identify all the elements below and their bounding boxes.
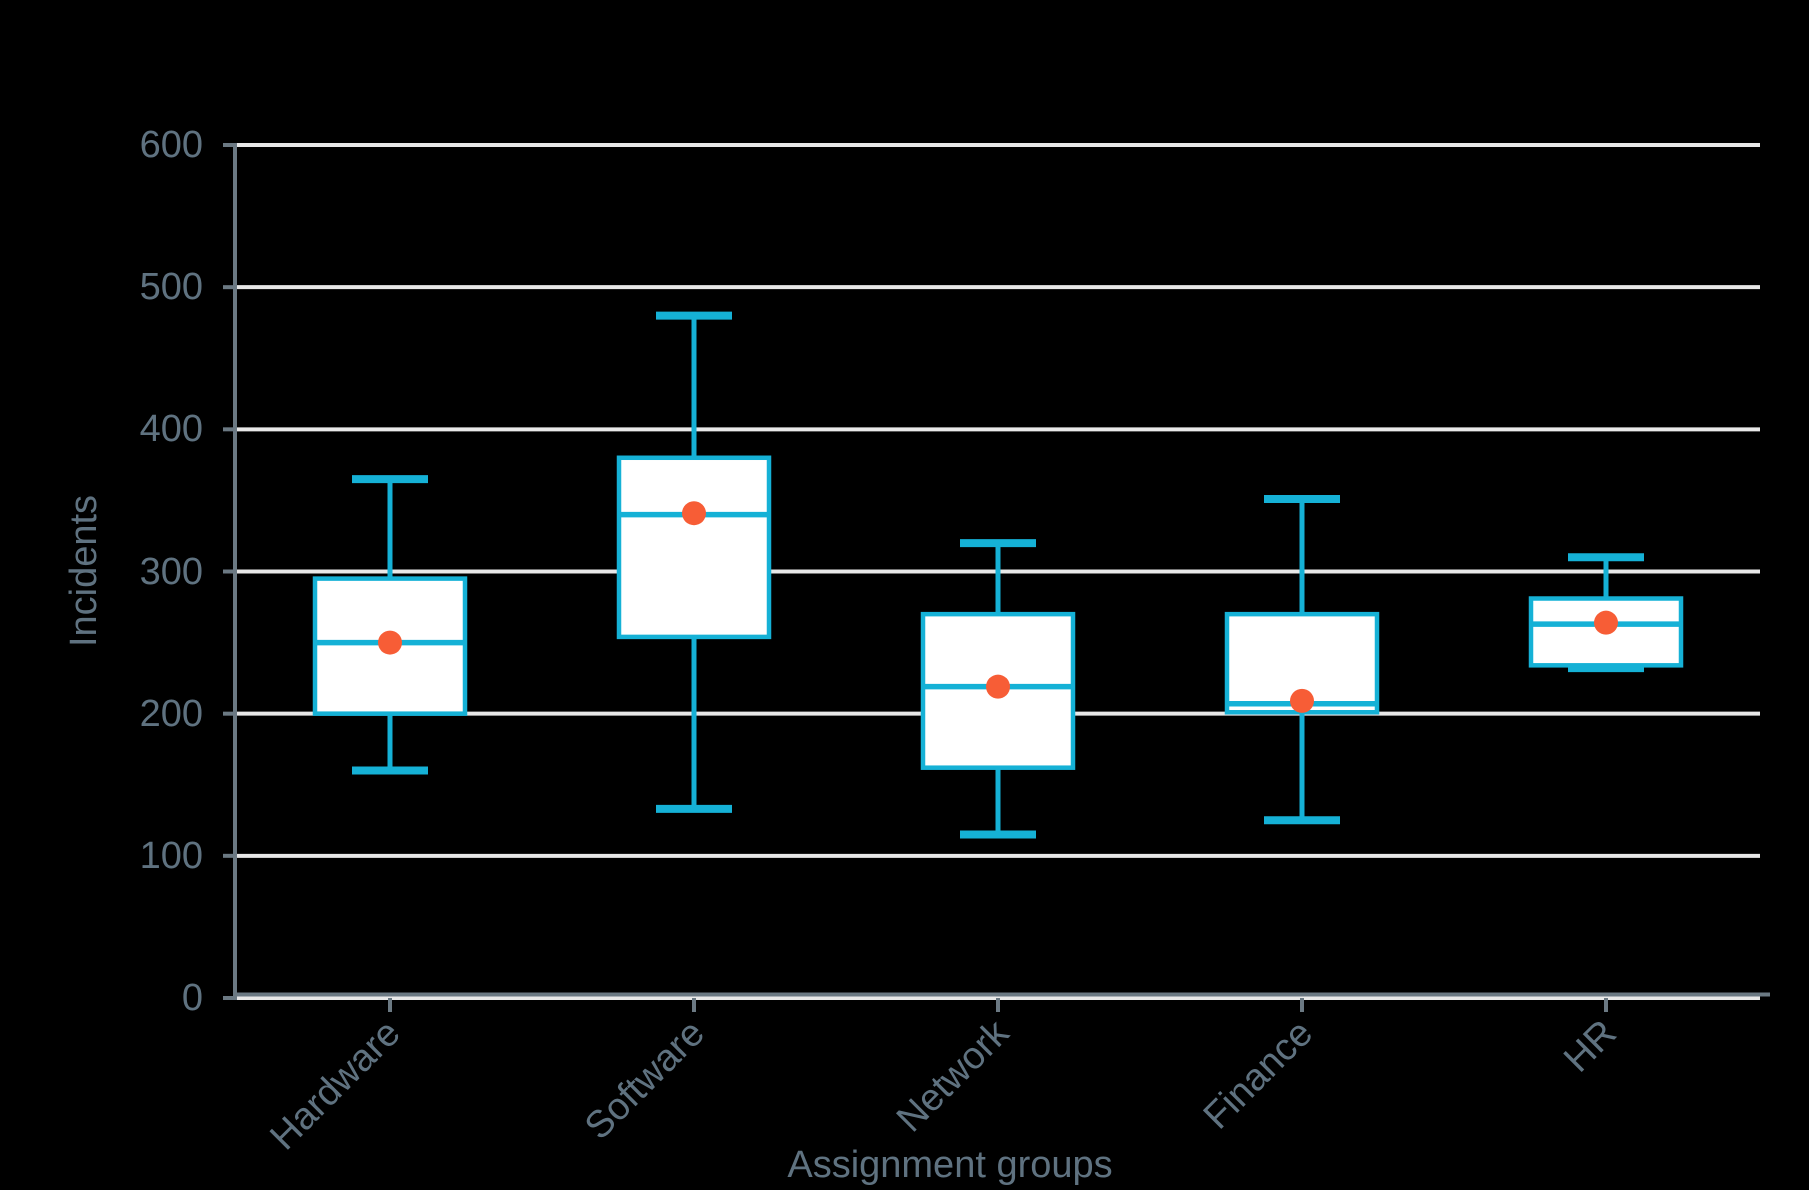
mean-dot — [682, 501, 706, 526]
y-tick-label: 200 — [139, 692, 203, 735]
y-tick-label: 400 — [139, 408, 203, 451]
iqr-box — [616, 455, 772, 640]
y-tick-label: 500 — [139, 266, 203, 309]
y-tick-label: 0 — [181, 977, 203, 1019]
mean-dot — [378, 630, 402, 655]
mean-dot — [986, 674, 1010, 699]
mean-dot — [1290, 688, 1314, 713]
x-axis-title: Assignment groups — [787, 1144, 1113, 1186]
y-axis-title: Incidents — [63, 494, 105, 648]
mean-dot — [1594, 610, 1618, 635]
y-tick-label: 300 — [139, 550, 203, 593]
y-tick-label: 600 — [139, 124, 203, 166]
y-tick-label: 100 — [139, 834, 203, 877]
